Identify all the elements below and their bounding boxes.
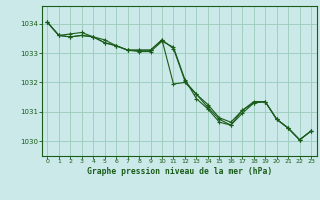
X-axis label: Graphe pression niveau de la mer (hPa): Graphe pression niveau de la mer (hPa) bbox=[87, 167, 272, 176]
